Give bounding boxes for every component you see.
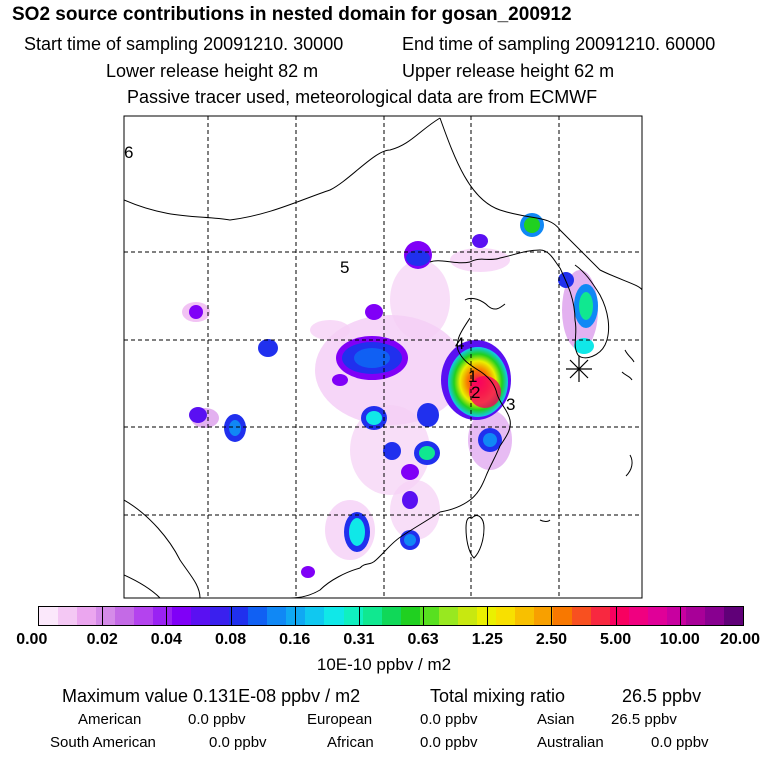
colorbar-cell <box>476 607 496 625</box>
colorbar-cell <box>514 607 534 625</box>
maximum-value-label: Maximum value 0.131E-08 ppbv / m2 <box>62 686 361 706</box>
total-mixing-ratio-value: 26.5 ppbv <box>622 686 702 706</box>
end-time-label: End time of sampling 20091210. 60000 <box>402 34 716 54</box>
colorbar-cell <box>191 607 211 625</box>
colorbar-cell <box>419 607 439 625</box>
region-label-european: European <box>307 711 373 728</box>
colorbar-cell <box>590 607 610 625</box>
colorbar-cell <box>172 607 192 625</box>
colorbar-divider <box>230 606 232 626</box>
region-label-asian: Asian <box>537 711 575 728</box>
map-plot-area: 6 5 4 1 2 3 <box>124 116 642 598</box>
colorbar-divider <box>294 606 296 626</box>
map-label-4: 4 <box>455 334 464 353</box>
asterisk-station-icon <box>566 356 592 382</box>
colorbar-cell <box>400 607 420 625</box>
colorbar-cell <box>248 607 268 625</box>
colorbar-cell <box>552 607 572 625</box>
region-label-african: African <box>327 734 374 751</box>
colorbar-divider <box>679 606 681 626</box>
map-label-1: 1 <box>468 367 477 386</box>
colorbar-unit: 10E-10 ppbv / m2 <box>316 655 452 674</box>
region-label-south-american: South American <box>50 734 156 751</box>
region-label-australian: Australian <box>537 734 604 751</box>
colorbar-cell <box>362 607 382 625</box>
colorbar-cell <box>324 607 344 625</box>
map-label-3: 3 <box>506 395 515 414</box>
lat-lon-grid <box>124 116 642 598</box>
colorbar-tick-label: 5.00 <box>600 631 632 648</box>
colorbar-cell <box>286 607 306 625</box>
colorbar-cell <box>724 607 744 625</box>
colorbar-cell <box>457 607 477 625</box>
colorbar-cell <box>705 607 725 625</box>
region-label-american: American <box>78 711 142 728</box>
region-value-australian: 0.0 ppbv <box>651 734 709 751</box>
colorbar-cell <box>39 607 59 625</box>
colorbar-tick-label: 2.50 <box>535 631 568 648</box>
colorbar-cell <box>305 607 325 625</box>
colorbar-divider <box>487 606 489 626</box>
colorbar-cell <box>381 607 401 625</box>
colorbar-cell <box>571 607 591 625</box>
map-label-5: 5 <box>340 258 349 277</box>
colorbar-tick-label: 10.00 <box>659 631 700 648</box>
colorbar-cell <box>686 607 706 625</box>
source-contribution-map: 6 5 4 1 2 3 <box>123 115 643 599</box>
region-value-african: 0.0 ppbv <box>420 734 478 751</box>
colorbar-cell <box>58 607 78 625</box>
colorbar-tick-label: 0.00 <box>16 631 48 648</box>
total-mixing-ratio-label: Total mixing ratio <box>430 686 566 706</box>
colorbar-cell <box>667 607 687 625</box>
colorbar-cell <box>153 607 173 625</box>
colorbar-divider <box>615 606 617 626</box>
map-label-2: 2 <box>471 383 480 402</box>
colorbar-cell <box>438 607 458 625</box>
colorbar-tick-label: 0.02 <box>86 631 118 648</box>
colorbar-cell <box>533 607 553 625</box>
source-blobs <box>189 213 598 578</box>
map-title: SO2 source contributions in nested domai… <box>12 4 572 25</box>
colorbar-cell <box>77 607 97 625</box>
colorbar-tick-label: 0.31 <box>343 631 375 648</box>
colorbar-divider <box>423 606 425 626</box>
colorbar-cell <box>96 607 116 625</box>
colorbar-cell <box>343 607 363 625</box>
colorbar <box>38 606 744 626</box>
coastline-boundaries <box>124 117 642 598</box>
colorbar-cell <box>134 607 154 625</box>
colorbar-divider <box>551 606 553 626</box>
colorbar-tick-label: 20.00 <box>719 631 761 648</box>
lower-release-height-label: Lower release height 82 m <box>106 61 319 81</box>
upper-release-height-label: Upper release height 62 m <box>402 61 615 81</box>
region-value-asian: 26.5 ppbv <box>611 711 677 728</box>
region-value-european: 0.0 ppbv <box>420 711 478 728</box>
colorbar-cell <box>609 607 629 625</box>
colorbar-cell <box>267 607 287 625</box>
colorbar-divider <box>166 606 168 626</box>
colorbar-divider <box>102 606 104 626</box>
colorbar-cell <box>495 607 515 625</box>
colorbar-tick-label: 0.63 <box>407 631 439 648</box>
colorbar-tick-label: 1.25 <box>471 631 503 648</box>
start-time-label: Start time of sampling 20091210. 30000 <box>24 34 344 54</box>
region-value-american: 0.0 ppbv <box>188 711 246 728</box>
map-frame <box>123 115 643 599</box>
tracer-note: Passive tracer used, meteorological data… <box>127 87 598 107</box>
colorbar-cell <box>648 607 668 625</box>
colorbar-tick-label: 0.04 <box>150 631 182 648</box>
colorbar-cell <box>628 607 648 625</box>
map-label-6: 6 <box>124 143 133 162</box>
region-value-south-american: 0.0 ppbv <box>209 734 267 751</box>
colorbar-cell <box>210 607 230 625</box>
colorbar-cell <box>115 607 135 625</box>
colorbar-divider <box>358 606 360 626</box>
colorbar-cell <box>229 607 249 625</box>
colorbar-tick-label: 0.08 <box>214 631 247 648</box>
colorbar-tick-label: 0.16 <box>279 631 311 648</box>
